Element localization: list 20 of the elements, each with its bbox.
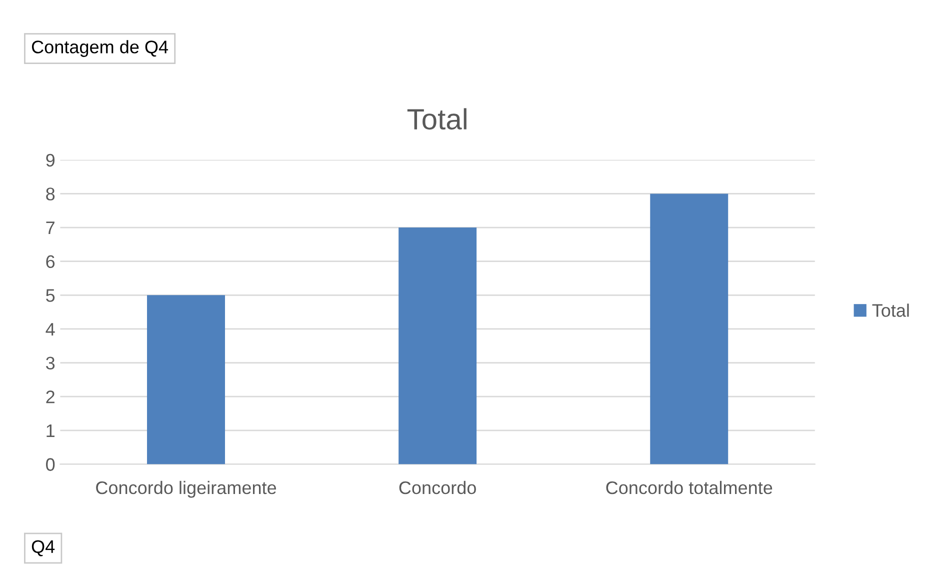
y-tick-label: 7 xyxy=(46,222,54,234)
text: Contagem de Q4 xyxy=(32,40,168,57)
text: Q4 xyxy=(32,540,55,556)
bar xyxy=(398,228,477,464)
x-tick-label: Concordo totalmente xyxy=(606,480,772,494)
x-tick-label: Concordo ligeiramente xyxy=(96,480,276,498)
y-tick-label: 0 xyxy=(46,458,55,471)
y-tick-label: 2 xyxy=(46,390,54,404)
y-tick-label: 4 xyxy=(46,323,55,336)
chart-title: Total xyxy=(407,108,466,130)
bar xyxy=(147,295,225,464)
y-tick-label: 6 xyxy=(46,255,55,268)
y-tick-label: 1 xyxy=(46,424,54,437)
bar xyxy=(650,194,728,464)
x-tick-label: Concordo xyxy=(399,480,476,494)
y-tick-label: 8 xyxy=(46,188,55,200)
y-tick-label: 5 xyxy=(46,289,55,302)
legend-label: Total xyxy=(872,304,909,317)
y-tick-label: 9 xyxy=(46,154,55,167)
y-tick-label: 3 xyxy=(46,356,55,370)
